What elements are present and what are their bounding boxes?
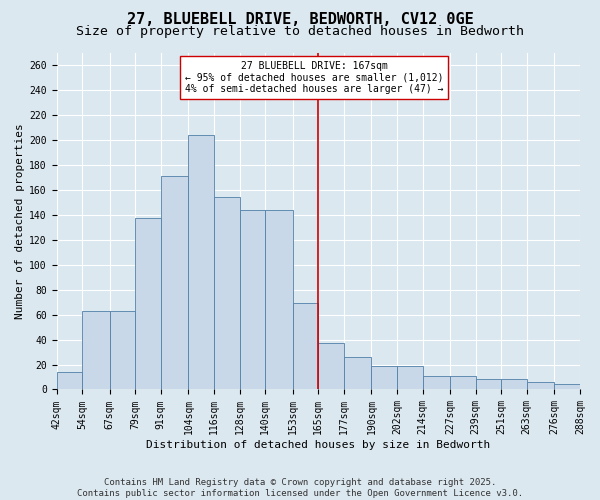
Bar <box>110 311 135 390</box>
Bar <box>188 135 214 390</box>
Bar <box>450 376 476 390</box>
Text: Contains HM Land Registry data © Crown copyright and database right 2025.
Contai: Contains HM Land Registry data © Crown c… <box>77 478 523 498</box>
Bar <box>527 382 554 390</box>
Bar <box>82 311 110 390</box>
Bar <box>56 372 82 390</box>
Bar <box>397 366 422 390</box>
Text: 27, BLUEBELL DRIVE, BEDWORTH, CV12 0GE: 27, BLUEBELL DRIVE, BEDWORTH, CV12 0GE <box>127 12 473 28</box>
Bar <box>318 344 344 390</box>
Bar <box>501 380 527 390</box>
Bar <box>239 210 265 390</box>
Bar <box>554 384 580 390</box>
Bar <box>476 380 501 390</box>
Bar <box>135 218 161 390</box>
Y-axis label: Number of detached properties: Number of detached properties <box>15 123 25 319</box>
X-axis label: Distribution of detached houses by size in Bedworth: Distribution of detached houses by size … <box>146 440 490 450</box>
Bar <box>371 366 397 390</box>
Bar <box>161 176 188 390</box>
Bar <box>293 304 318 390</box>
Bar <box>265 210 293 390</box>
Bar <box>344 357 371 390</box>
Bar <box>422 376 450 390</box>
Text: 27 BLUEBELL DRIVE: 167sqm
← 95% of detached houses are smaller (1,012)
4% of sem: 27 BLUEBELL DRIVE: 167sqm ← 95% of detac… <box>185 61 443 94</box>
Bar <box>214 198 239 390</box>
Text: Size of property relative to detached houses in Bedworth: Size of property relative to detached ho… <box>76 25 524 38</box>
